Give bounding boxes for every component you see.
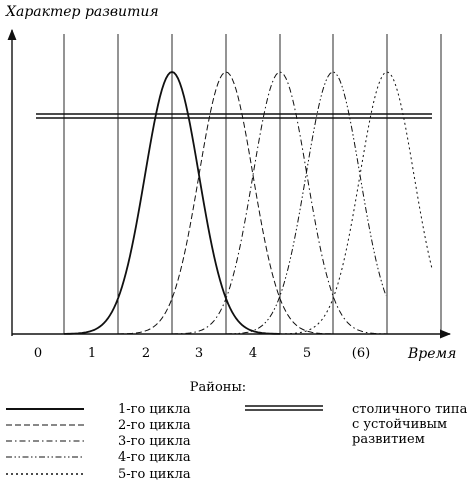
legend-label-5: 5-го цикла — [118, 467, 191, 482]
stable-development-line — [36, 113, 432, 119]
legend-label-4: 4-го цикла — [118, 450, 191, 465]
cycle-curves — [64, 71, 433, 335]
x-tick-labels: 0 1 2 3 4 5 (6) — [34, 346, 370, 361]
x-tick-1: 1 — [88, 346, 96, 361]
vertical-lines — [63, 34, 442, 334]
cycle-curve-5 — [280, 71, 433, 335]
x-tick-4: 4 — [249, 346, 257, 361]
x-axis-label: Время — [407, 346, 456, 362]
x-tick-6: (6) — [352, 346, 370, 361]
x-tick-5: 5 — [303, 346, 311, 361]
legend-title: Районы: — [190, 380, 246, 395]
legend-capital-line-3: развитием — [352, 432, 425, 447]
cycle-curve-3 — [172, 71, 387, 335]
cycle-curve-1 — [64, 71, 280, 335]
legend-swatch-double — [245, 405, 323, 411]
legend-capital-line-2: с устойчивым — [352, 417, 447, 432]
legend-label-2: 2-го цикла — [118, 418, 191, 433]
x-tick-3: 3 — [195, 346, 203, 361]
x-tick-2: 2 — [142, 346, 150, 361]
x-tick-0: 0 — [34, 346, 42, 361]
legend-label-1: 1-го цикла — [118, 402, 191, 417]
legend-capital-line-1: столичного типа — [352, 402, 468, 417]
cycle-curve-2 — [118, 71, 333, 335]
y-axis-label: Характер развития — [5, 4, 159, 20]
legend-label-3: 3-го цикла — [118, 434, 191, 449]
legend: Районы: 1-го цикла 2-го цикла 3-го цикла… — [6, 380, 468, 482]
cycle-curve-4 — [226, 71, 387, 335]
